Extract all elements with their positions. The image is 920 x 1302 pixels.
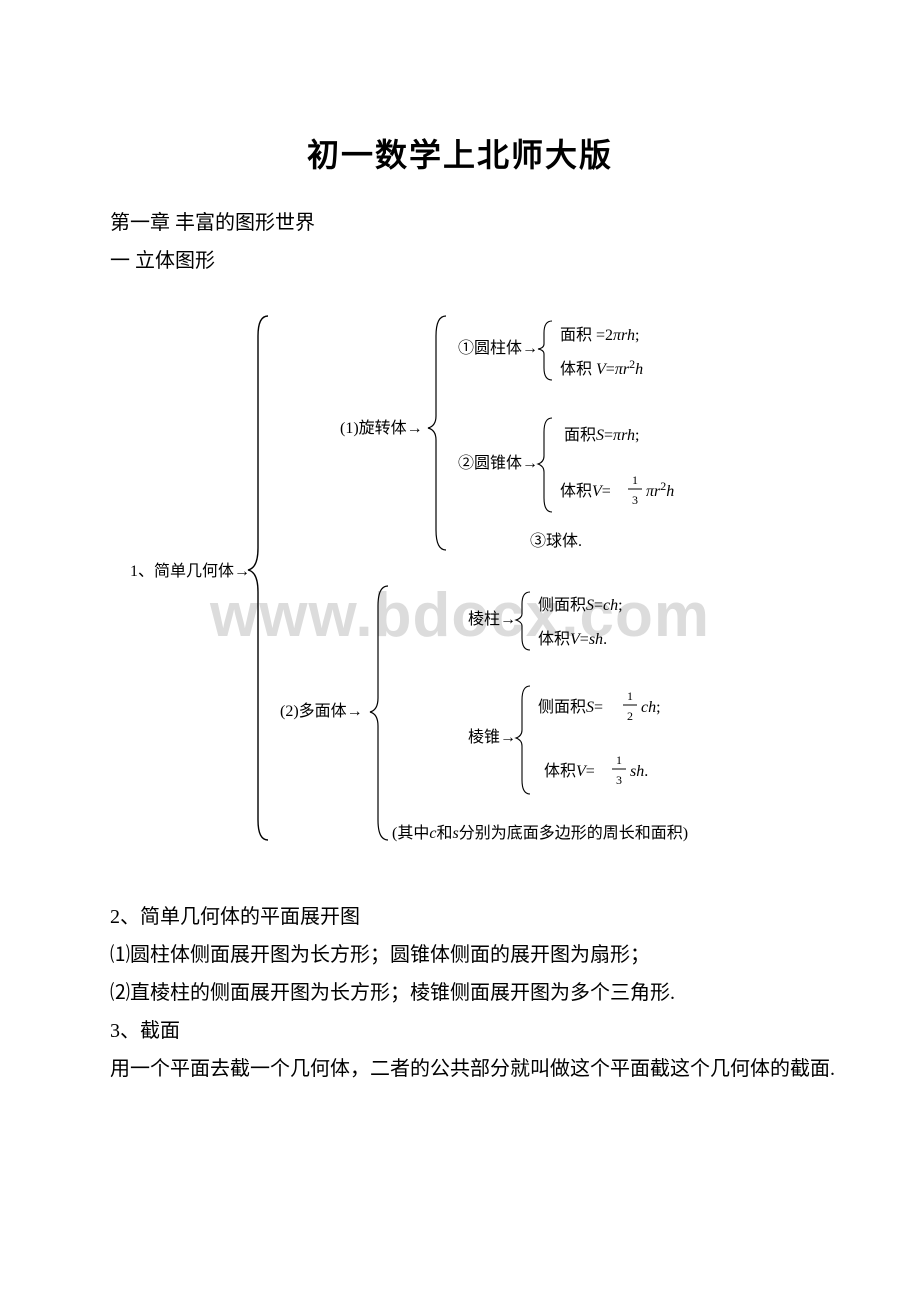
brace-poly bbox=[370, 586, 388, 840]
branch2-label: (2)多面体→ bbox=[280, 702, 363, 720]
pyr-vol-b: sh. bbox=[630, 763, 648, 780]
cone-frac-d: 3 bbox=[632, 493, 638, 507]
brace-outer bbox=[248, 316, 268, 840]
section-heading: 一 立体图形 bbox=[70, 242, 850, 280]
brace-prism bbox=[516, 592, 530, 650]
pyr-frac13-n: 1 bbox=[616, 753, 622, 767]
math-tree-diagram: 1、简单几何体→ (1)旋转体→ ①圆柱体→ 面积 =2πrh; 体积 V=πr… bbox=[70, 298, 850, 858]
para-2: 2、简单几何体的平面展开图 bbox=[70, 898, 850, 936]
brace-cylinder bbox=[538, 321, 552, 380]
cyl-area: 面积 =2πrh; bbox=[560, 326, 639, 344]
sphere-label: ③球体. bbox=[530, 532, 582, 550]
para-3-1: 用一个平面去截一个几何体，二者的公共部分就叫做这个平面截这个几何体的截面. bbox=[70, 1050, 850, 1088]
pyramid-label: 棱锥→ bbox=[468, 728, 516, 746]
page-content: 初一数学上北师大版 第一章 丰富的图形世界 一 立体图形 1、简单几何体→ (1… bbox=[70, 130, 850, 1088]
prism-vol: 体积V=sh. bbox=[538, 630, 607, 648]
para-3: 3、截面 bbox=[70, 1012, 850, 1050]
chapter-heading: 第一章 丰富的图形世界 bbox=[70, 204, 850, 242]
pyr-area-b: ch; bbox=[641, 699, 661, 716]
pyr-vol: 体积V= bbox=[544, 762, 595, 780]
prism-label: 棱柱→ bbox=[468, 610, 516, 628]
cone-frac-n: 1 bbox=[632, 473, 638, 487]
page-title: 初一数学上北师大版 bbox=[70, 130, 850, 176]
para-2-1: ⑴圆柱体侧面展开图为长方形；圆锥体侧面的展开图为扇形； bbox=[70, 936, 850, 974]
math-note: (其中c和s分别为底面多边形的周长和面积) bbox=[392, 824, 688, 842]
math-svg: 1、简单几何体→ (1)旋转体→ ①圆柱体→ 面积 =2πrh; 体积 V=πr… bbox=[130, 298, 900, 858]
cone-vol: 体积V= bbox=[560, 482, 611, 500]
cone-area: 面积S=πrh; bbox=[564, 426, 639, 444]
cylinder-label: ①圆柱体→ bbox=[458, 339, 538, 357]
pyr-frac12-d: 2 bbox=[627, 709, 633, 723]
branch1-label: (1)旋转体→ bbox=[340, 419, 423, 437]
para-2-2: ⑵直棱柱的侧面展开图为长方形；棱锥侧面展开图为多个三角形. bbox=[70, 974, 850, 1012]
pyr-frac12-n: 1 bbox=[627, 689, 633, 703]
cone-label: ②圆锥体→ bbox=[458, 454, 538, 472]
brace-cone bbox=[538, 418, 552, 512]
brace-pyramid bbox=[516, 686, 530, 794]
prism-area: 侧面积S=ch; bbox=[538, 596, 623, 614]
root-label: 1、简单几何体→ bbox=[130, 562, 250, 580]
pyr-frac13-d: 3 bbox=[616, 773, 622, 787]
cyl-vol: 体积 V=πr2h bbox=[560, 357, 643, 378]
pyr-area: 侧面积S= bbox=[538, 698, 603, 716]
cone-vol-b: πr2h bbox=[646, 479, 674, 500]
brace-rotate bbox=[428, 316, 446, 550]
